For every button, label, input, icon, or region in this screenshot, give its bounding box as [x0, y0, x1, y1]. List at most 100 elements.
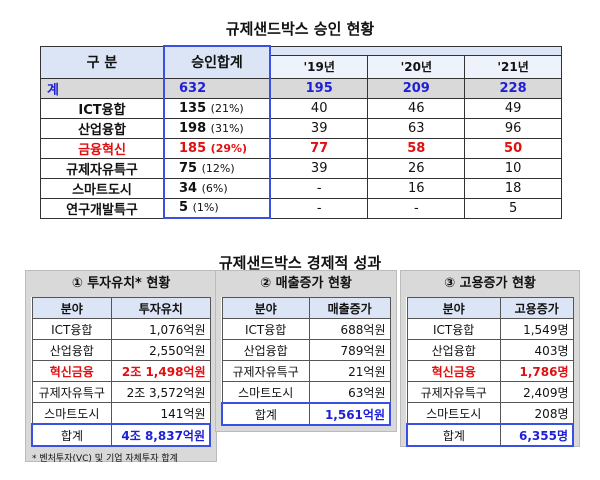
table-row-highlight: 금융혁신 185 (29%) 77 58 50: [40, 137, 562, 159]
row-y21: 10: [464, 157, 562, 179]
row-pct: (21%): [210, 101, 244, 115]
col-field: 분야: [221, 297, 310, 319]
table-row: 규제자유특구 2조 3,572억원: [31, 381, 211, 403]
col-investment: 투자유치: [111, 297, 211, 319]
table-row: ICT융합 135 (21%) 40 46 49: [40, 97, 562, 119]
field-value: 2조 3,572억원: [111, 381, 211, 403]
row-total: 135 (21%): [163, 97, 271, 119]
row-pct: (31%): [210, 121, 244, 135]
table-row: 연구개발특구 5 (1%) - - 5: [40, 197, 562, 219]
field-name: 혁신금융: [406, 360, 501, 382]
row-y20: 58: [367, 137, 466, 159]
field-value: 403명: [499, 339, 574, 361]
sum-row: 합계 6,355명: [405, 423, 574, 447]
header-year-20: '20년: [367, 54, 466, 79]
row-name: 연구개발특구: [40, 197, 165, 219]
row-total: 632: [163, 77, 271, 99]
row-total: 34 (6%): [163, 177, 271, 199]
row-y19: -: [269, 177, 369, 199]
field-name: 스마트도시: [31, 402, 113, 425]
row-y19: 77: [269, 137, 369, 159]
field-value: 2조 1,498억원: [111, 360, 211, 382]
sum-value: 4조 8,837억원: [111, 423, 212, 447]
table-row: 스마트도시 141억원: [31, 402, 211, 425]
investment-panel: ① 투자유치* 현황 분야 투자유치 ICT융합 1,076억원 산업융합 2,550…: [25, 270, 217, 464]
col-employment: 고용증가: [499, 297, 574, 319]
table-row: 규제자유특구 75 (12%) 39 26 10: [40, 157, 562, 179]
row-total-value: 135: [179, 100, 207, 116]
sum-label: 합계: [220, 402, 310, 426]
table-row: 스마트도시 63억원: [221, 381, 391, 404]
field-name: 스마트도시: [406, 402, 501, 425]
row-name: 규제자유특구: [40, 157, 165, 179]
field-name: 산업융합: [31, 339, 113, 361]
row-total: 75 (12%): [163, 157, 271, 179]
sum-value: 1,561억원: [308, 402, 391, 426]
table-row: ICT융합 1,549명: [406, 318, 574, 340]
field-name: ICT융합: [406, 318, 501, 340]
sum-row: 합계 4조 8,837억원: [31, 423, 212, 447]
field-name: ICT융합: [221, 318, 310, 340]
field-value: 1,549명: [499, 318, 574, 340]
field-value: 63억원: [308, 381, 391, 404]
row-y19: -: [269, 197, 369, 219]
table-row-total: 계 632 195 209 228: [40, 77, 562, 99]
table-row-highlight: 혁신금융 2조 1,498억원: [31, 360, 211, 382]
row-total-value: 5: [179, 200, 189, 216]
table-row-highlight: 혁신금융 1,786명: [406, 360, 574, 382]
col-sales: 매출증가: [308, 297, 391, 319]
row-y20: 16: [367, 177, 466, 199]
row-name: ICT융합: [40, 97, 165, 119]
field-value: 1,076억원: [111, 318, 211, 340]
row-y19: 39: [269, 157, 369, 179]
table-row: ICT융합 1,076억원: [31, 318, 211, 340]
row-total: 185 (29%): [163, 137, 271, 159]
table-row: ICT융합 688억원: [221, 318, 391, 340]
row-total-value: 75: [179, 160, 198, 176]
row-y20: 26: [367, 157, 466, 179]
row-total-value: 632: [179, 80, 207, 96]
sales-title: ② 매출증가 현황: [260, 276, 352, 291]
field-value: 141억원: [111, 402, 211, 425]
field-name: 규제자유특구: [221, 360, 310, 382]
field-name: 스마트도시: [221, 381, 310, 404]
row-y20: 46: [367, 97, 466, 119]
header-year-19: '19년: [269, 54, 369, 79]
row-y21: 49: [464, 97, 562, 119]
field-value: 2,550억원: [111, 339, 211, 361]
field-name: 규제자유특구: [406, 381, 501, 403]
row-total-value: 185: [179, 140, 207, 156]
header-year-21: '21년: [464, 54, 562, 79]
row-y21: 18: [464, 177, 562, 199]
row-pct: (12%): [201, 161, 235, 175]
approval-title: 규제샌드박스 승인 현황: [225, 20, 375, 38]
sum-value: 6,355명: [499, 423, 574, 447]
table-row: 산업융합 403명: [406, 339, 574, 361]
field-value: 2,409명: [499, 381, 574, 403]
field-value: 789억원: [308, 339, 391, 361]
table-row: 산업융합 789억원: [221, 339, 391, 361]
row-y20: -: [367, 197, 466, 219]
row-y20: 63: [367, 117, 466, 139]
row-y21: 50: [464, 137, 562, 159]
row-y21: 228: [464, 77, 562, 99]
row-pct: (6%): [201, 181, 228, 195]
sales-table: 분야 매출증가 ICT융합 688억원 산업융합 789억원 규제자유특구 21억원 스…: [220, 297, 391, 426]
sales-panel: ② 매출증가 현황 분야 매출증가 ICT융합 688억원 산업융합 789억원 규제…: [215, 270, 397, 432]
approval-table: 구 분 승인합계 '19년 '20년 '21년 계 632 195 209 22…: [40, 45, 562, 219]
row-total-value: 198: [179, 120, 207, 136]
row-y20: 209: [367, 77, 466, 99]
table-row: 규제자유특구 2,409명: [406, 381, 574, 403]
header-category: 구 분: [40, 45, 165, 79]
col-field: 분야: [31, 297, 113, 319]
employment-title: ③ 고용증가 현황: [444, 276, 536, 291]
row-name: 산업융합: [40, 117, 165, 139]
row-y21: 96: [464, 117, 562, 139]
row-pct: (1%): [192, 201, 219, 215]
investment-note: * 벤처투자(VC) 및 기업 자체투자 합계: [32, 454, 178, 464]
header-years-group: [269, 45, 562, 56]
investment-table: 분야 투자유치 ICT융합 1,076억원 산업융합 2,550억원 혁신금융 2조 1…: [31, 297, 212, 447]
field-name: 혁신금융: [31, 360, 113, 382]
field-value: 21억원: [308, 360, 391, 382]
field-name: 규제자유특구: [31, 381, 113, 403]
